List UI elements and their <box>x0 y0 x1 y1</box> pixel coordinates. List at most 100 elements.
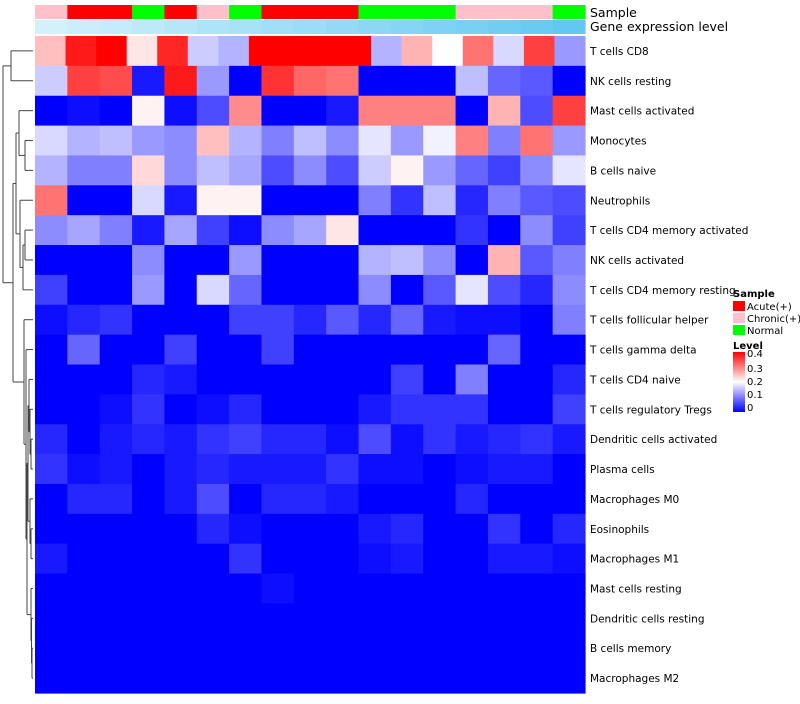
heatmap-cell <box>423 125 457 157</box>
heatmap-cell <box>310 36 342 67</box>
heatmap-cell <box>132 215 166 246</box>
heatmap-cell <box>35 424 68 455</box>
heatmap-cell <box>99 95 133 127</box>
heatmap-cell <box>229 454 263 485</box>
heatmap-cell <box>196 364 230 395</box>
heatmap-cell <box>261 513 295 545</box>
heatmap-cell <box>35 245 68 276</box>
row-label: T cells CD4 memory activated <box>589 225 748 237</box>
expression-annotation-cell <box>455 20 489 34</box>
heatmap-cell <box>520 274 554 306</box>
heatmap-cell <box>35 334 68 366</box>
heatmap-cell <box>67 65 101 97</box>
heatmap-cell <box>67 125 101 157</box>
row-label: T cells CD8 <box>589 46 649 58</box>
heatmap-cell <box>99 185 133 216</box>
heatmap-cell <box>67 155 101 186</box>
heatmap-cell <box>196 543 230 575</box>
heatmap-cell <box>196 483 230 515</box>
heatmap-cell <box>487 245 521 276</box>
heatmap-cell <box>67 483 101 515</box>
row-label: NK cells resting <box>590 76 671 88</box>
sample-annotation-cell <box>423 5 457 19</box>
heatmap-cell <box>67 513 101 545</box>
expression-annotation-cell <box>293 20 327 34</box>
heatmap-cell <box>326 304 360 336</box>
legend-tick-0.1: 0.1 <box>747 390 763 401</box>
heatmap-cell <box>67 603 101 634</box>
heatmap-cell <box>520 65 554 97</box>
heatmap-cell <box>99 454 133 485</box>
heatmap-cell <box>196 513 230 545</box>
row-label: T cells CD4 naive <box>589 374 681 386</box>
heatmap-cell <box>390 364 424 395</box>
heatmap-cell <box>487 215 521 246</box>
heatmap-cell <box>358 274 392 306</box>
heatmap-cell <box>196 304 230 336</box>
heatmap-cell <box>423 483 457 515</box>
heatmap-cell <box>390 334 424 366</box>
row-label: Macrophages M1 <box>590 554 679 566</box>
heatmap-cell <box>487 663 521 694</box>
heatmap-cell <box>261 245 295 276</box>
heatmap-cell <box>326 663 360 694</box>
heatmap-cell <box>493 36 525 67</box>
heatmap-cell <box>520 633 554 664</box>
expression-annotation-cell <box>261 20 295 34</box>
heatmap-cell <box>196 394 230 425</box>
heatmap-cell <box>554 36 586 67</box>
heatmap-cell <box>196 185 230 216</box>
heatmap-cell <box>552 633 586 664</box>
heatmap-cell <box>326 483 360 515</box>
expression-annotation-cell <box>35 20 68 34</box>
heatmap-cell <box>261 125 295 157</box>
heatmap-cell <box>67 334 101 366</box>
heatmap-cell <box>423 663 457 694</box>
expression-annotation-cell <box>164 20 198 34</box>
heatmap-cell <box>423 274 457 306</box>
heatmap-cell <box>261 304 295 336</box>
heatmap-cell <box>455 394 489 425</box>
heatmap-cell <box>229 603 263 634</box>
heatmap-cell <box>132 633 166 664</box>
heatmap-cell <box>455 483 489 515</box>
heatmap-cell <box>326 155 360 186</box>
heatmap-cell <box>99 543 133 575</box>
heatmap-cell <box>358 603 392 634</box>
heatmap-cell <box>229 663 263 694</box>
heatmap-cell <box>261 603 295 634</box>
legend-swatch-chronic <box>733 313 745 323</box>
heatmap-cell <box>164 245 198 276</box>
heatmap-cell <box>423 603 457 634</box>
heatmap-cell <box>455 125 489 157</box>
heatmap-cell <box>99 573 133 605</box>
heatmap-cell <box>455 543 489 575</box>
heatmap-cell <box>390 274 424 306</box>
legend-label-acute: Acute(+) <box>747 302 792 313</box>
heatmap-cell <box>229 633 263 664</box>
heatmap-cell <box>520 513 554 545</box>
heatmap-cell <box>132 185 166 216</box>
heatmap-cell <box>164 274 198 306</box>
heatmap-cell <box>358 155 392 186</box>
heatmap-cell <box>261 483 295 515</box>
legend-tick-0.2: 0.2 <box>747 377 763 388</box>
heatmap-cell <box>552 274 586 306</box>
heatmap-cell <box>67 394 101 425</box>
heatmap-cell <box>487 274 521 306</box>
row-label: Monocytes <box>590 136 647 148</box>
heatmap-cell <box>261 334 295 366</box>
heatmap-cell <box>229 274 263 306</box>
heatmap-cell <box>326 215 360 246</box>
heatmap-cell <box>358 65 392 97</box>
expression-annotation-cell <box>423 20 457 34</box>
heatmap-cell <box>293 304 327 336</box>
heatmap-cell <box>229 543 263 575</box>
heatmap-cell <box>520 304 554 336</box>
heatmap-cell <box>401 36 433 67</box>
heatmap-cell <box>455 573 489 605</box>
heatmap-cell <box>358 394 392 425</box>
sample-annotation-cell <box>132 5 166 19</box>
heatmap-cell <box>229 364 263 395</box>
